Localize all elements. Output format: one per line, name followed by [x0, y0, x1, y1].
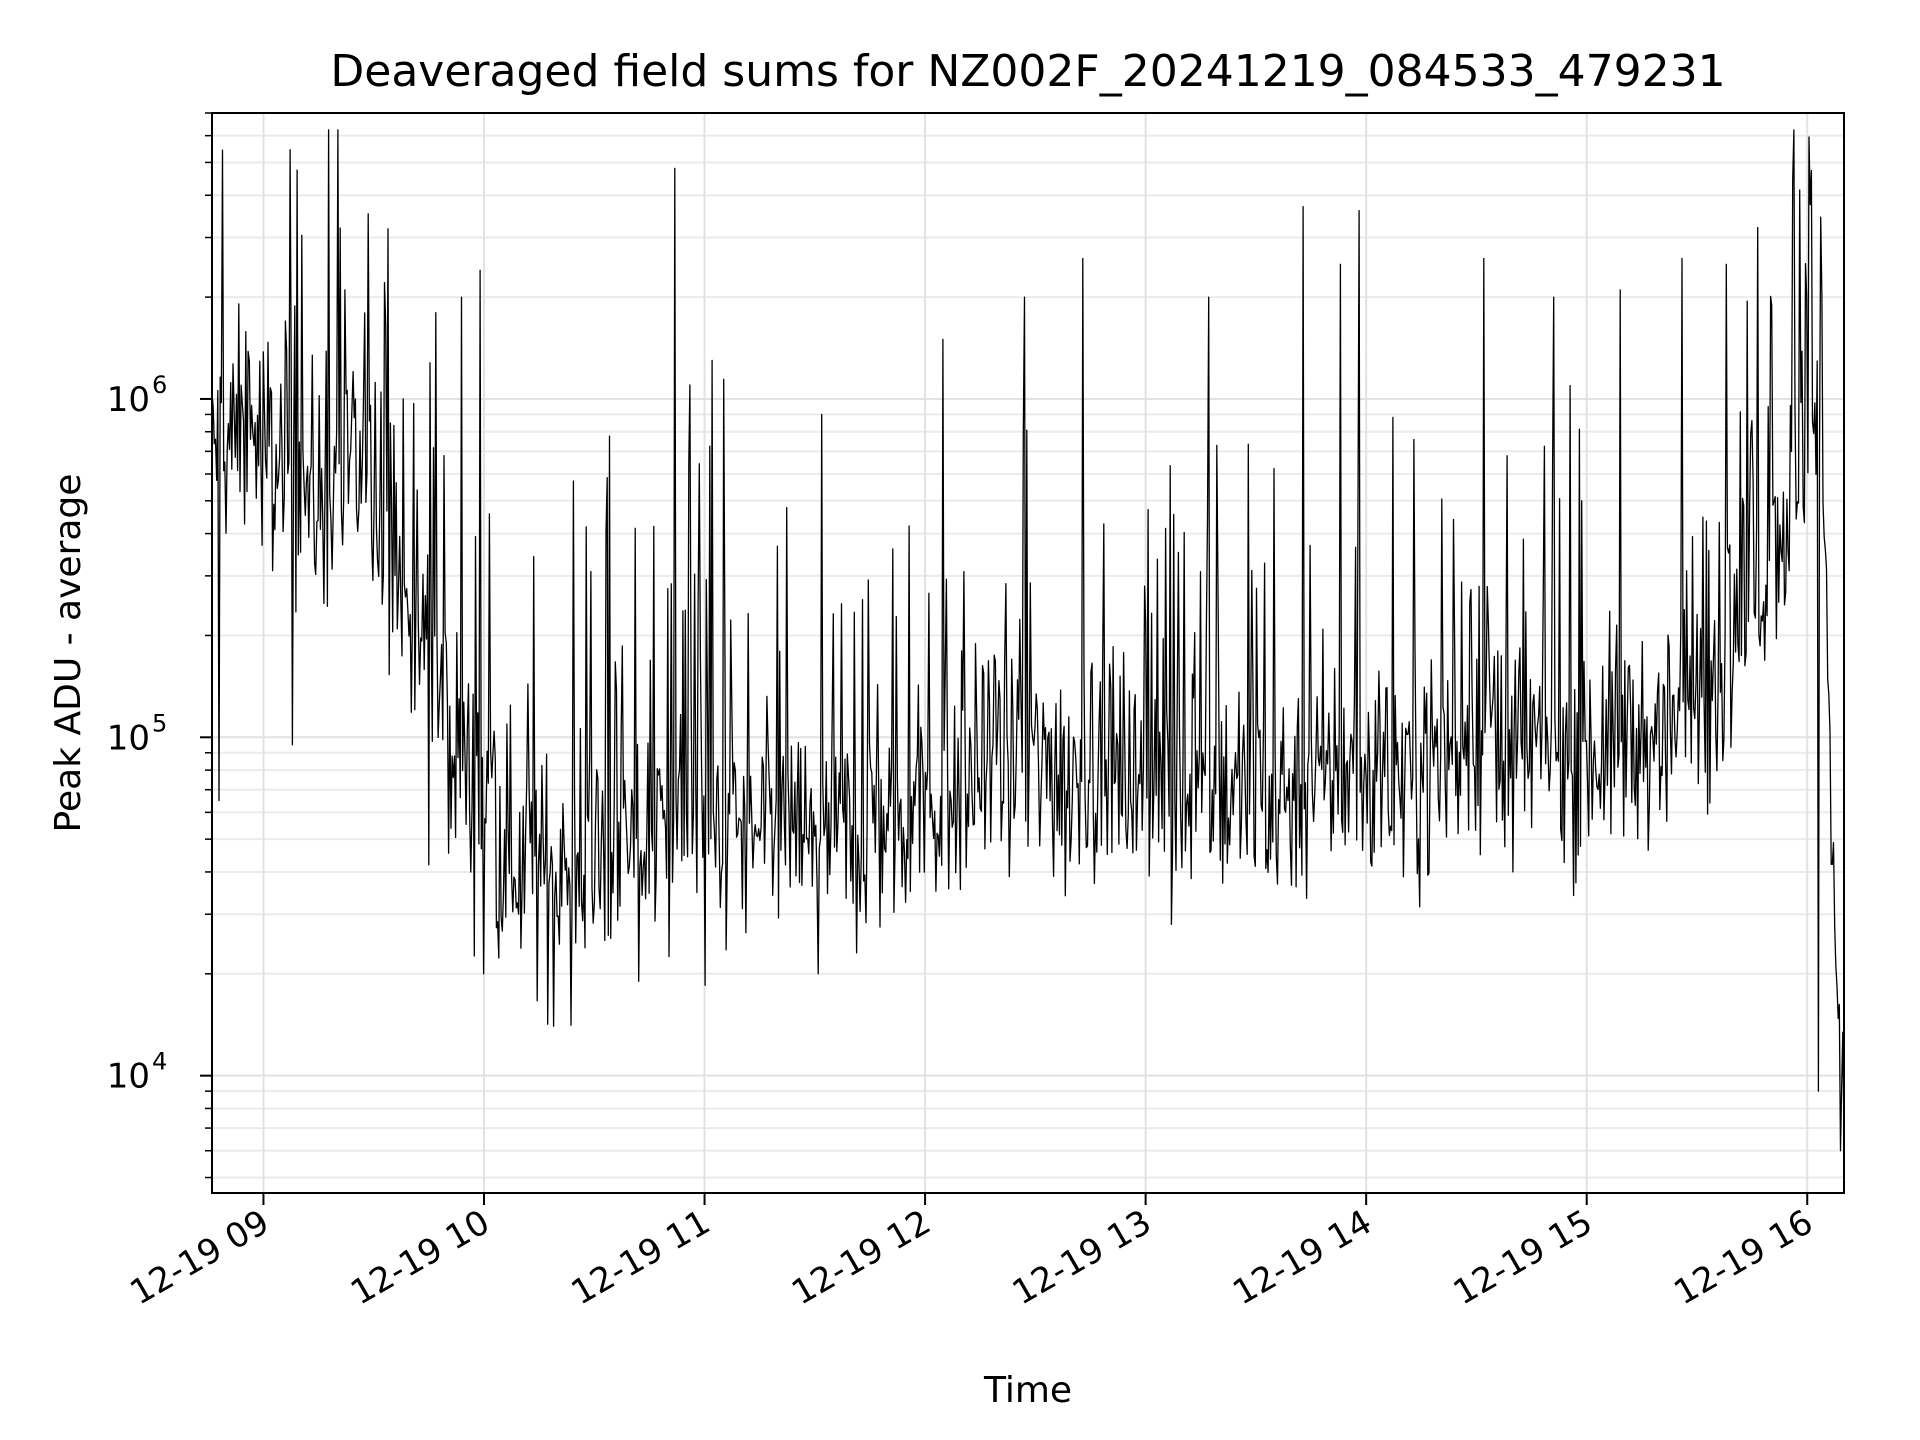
y-tick-label: 10 — [107, 718, 150, 758]
y-tick-exponent: 6 — [152, 371, 167, 399]
y-tick-label: 10 — [107, 380, 150, 420]
x-axis-label: Time — [983, 1370, 1072, 1411]
y-axis-label: Peak ADU - average — [48, 474, 89, 833]
major-gridlines — [212, 113, 1844, 1193]
series-line — [211, 129, 1845, 1152]
data-series — [211, 129, 1845, 1152]
y-tick-label: 10 — [107, 1057, 150, 1097]
plot-frame — [211, 112, 1845, 1194]
y-tick-exponent: 5 — [152, 709, 167, 737]
y-tick-exponent: 4 — [152, 1048, 167, 1076]
chart-title: Deaveraged field sums for NZ002F_2024121… — [330, 46, 1725, 97]
